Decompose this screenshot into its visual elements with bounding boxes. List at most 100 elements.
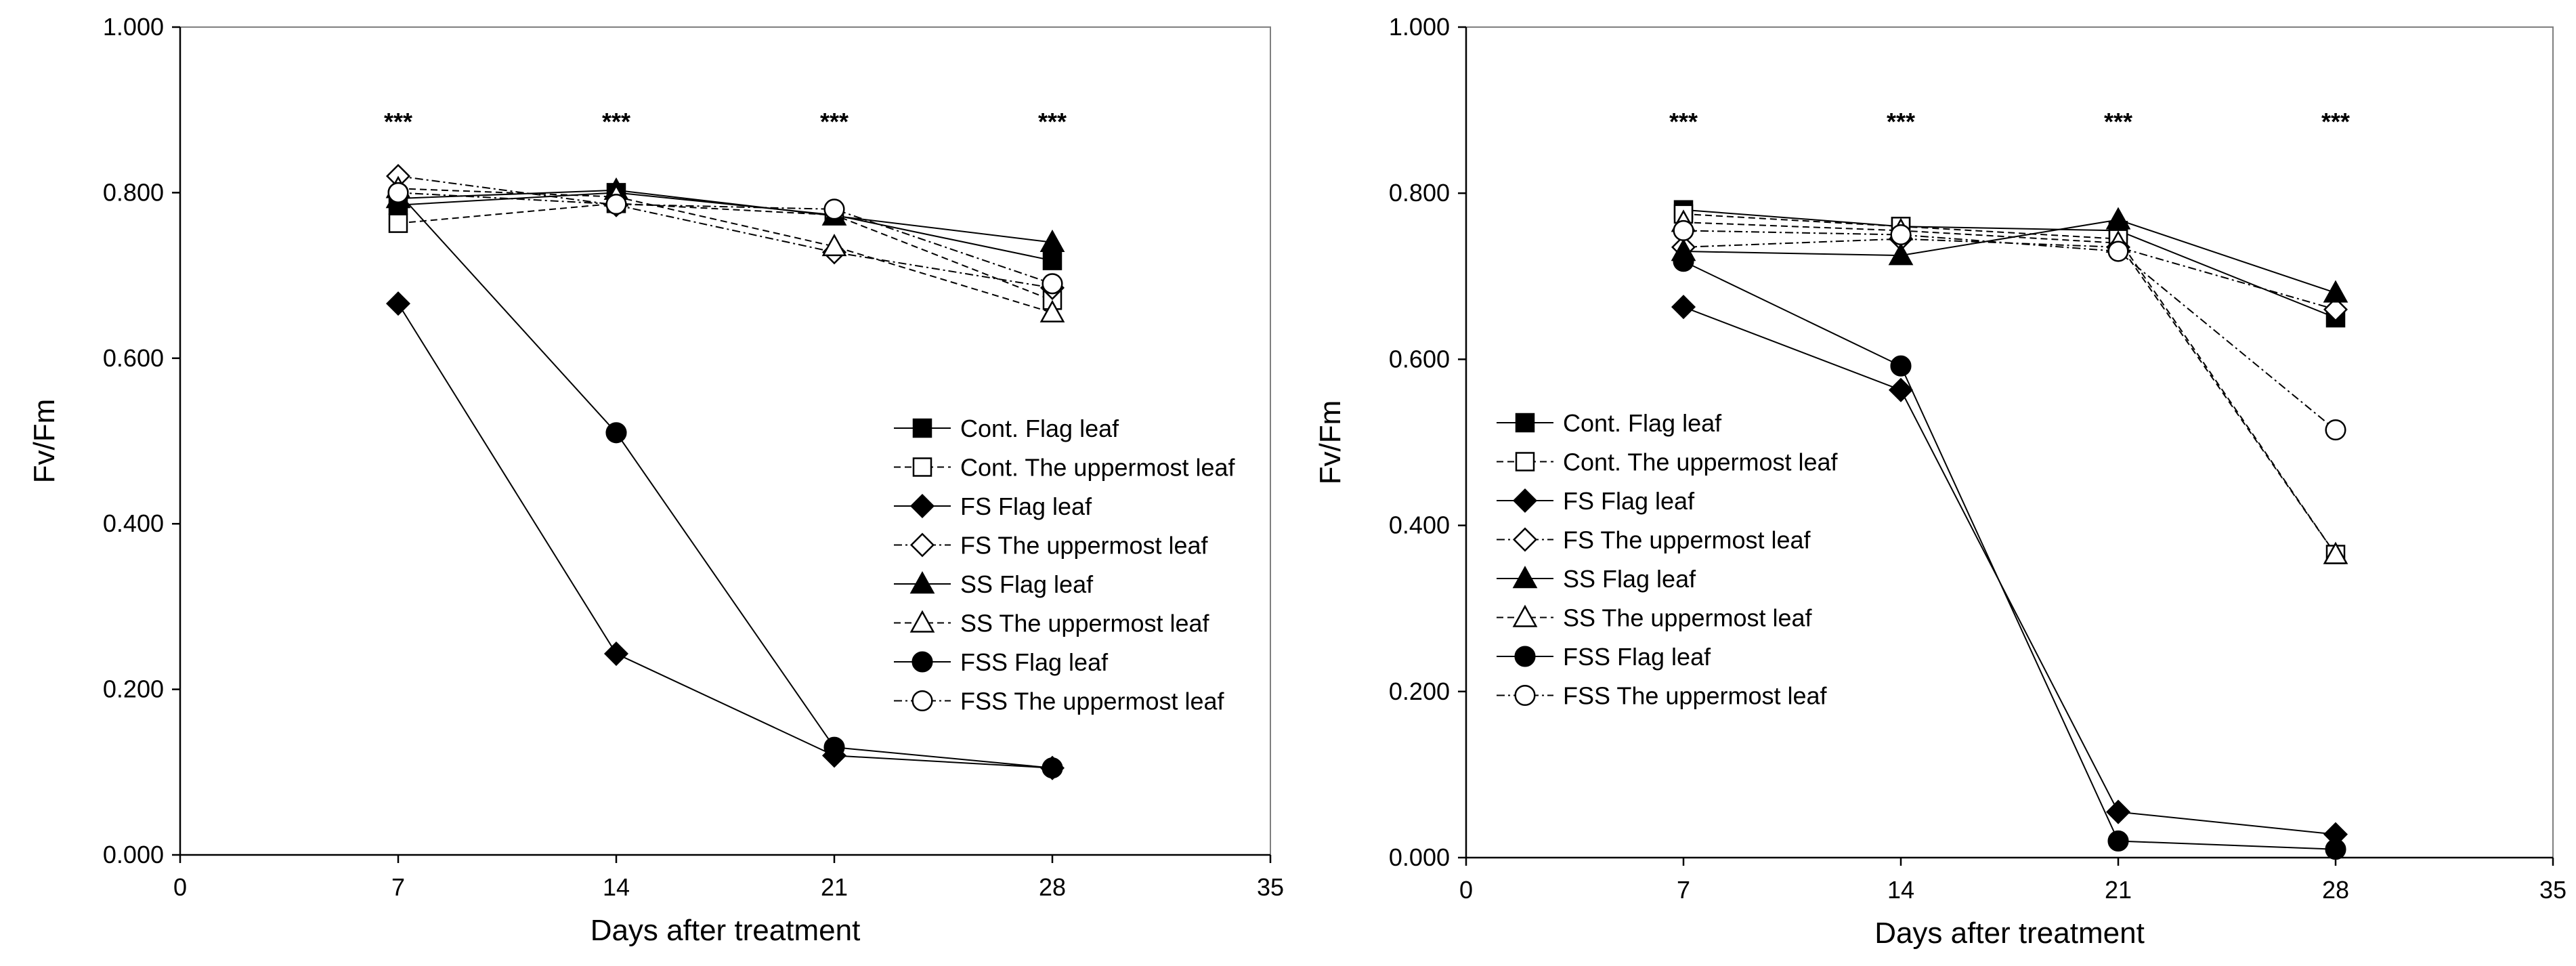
data-point [1039, 229, 1065, 252]
legend-marker [911, 690, 933, 712]
series-line [398, 175, 1053, 289]
x-tick-label: 0 [1459, 876, 1473, 904]
data-point [2105, 207, 2131, 230]
series-line [1683, 306, 2336, 835]
legend-entry: SS The uppermost leaf [1563, 604, 1813, 632]
legend-marker [1512, 488, 1538, 513]
data-point [2105, 799, 2131, 824]
data-point [605, 193, 627, 215]
x-axis-title: Days after treatment [591, 914, 861, 947]
data-point [1039, 299, 1065, 322]
series-line [1683, 238, 2336, 310]
significance-label: *** [1038, 108, 1067, 135]
series-line [1683, 209, 2336, 319]
data-point [1042, 757, 1063, 779]
legend-marker [1514, 684, 1536, 707]
y-tick-label: 0.800 [103, 178, 164, 206]
legend-entry: Cont. Flag leaf [960, 415, 1119, 442]
legend-entry: SS Flag leaf [960, 570, 1094, 598]
legend-marker [912, 457, 932, 477]
data-point [2325, 839, 2346, 860]
series-line [398, 203, 1053, 301]
data-point [1042, 251, 1062, 270]
x-tick-label: 0 [173, 873, 187, 901]
data-point [388, 213, 408, 233]
legend-entry: Cont. The uppermost leaf [1563, 448, 1839, 476]
right-chart: 0.000 0.200 0.400 0.600 0.800 1.000 0 7 14 21 28 35… [1314, 13, 2567, 950]
legend-entry: FS The uppermost leaf [1563, 526, 1811, 554]
series-line [1683, 219, 2336, 294]
series-line [1683, 230, 2336, 431]
data-point [603, 642, 629, 667]
series-line [398, 189, 1053, 243]
data-point [1890, 224, 1912, 246]
data-point [1042, 273, 1063, 295]
significance-label: *** [384, 108, 412, 135]
significance-label: *** [820, 108, 849, 135]
legend-marker [909, 532, 935, 558]
legend-marker [1515, 452, 1535, 471]
x-tick-label: 35 [2539, 876, 2567, 904]
x-axis-title: Days after treatment [1874, 917, 2145, 950]
legend-entry: FS Flag leaf [1563, 487, 1695, 515]
data-point [823, 198, 845, 220]
legend-marker [1512, 604, 1538, 627]
series-line [1683, 260, 2336, 850]
legend-marker [1514, 646, 1536, 667]
x-tick-label: 7 [391, 873, 405, 901]
legend-entry: Cont. Flag leaf [1563, 409, 1722, 437]
y-tick-label: 0.200 [103, 675, 164, 703]
x-tick-label: 21 [821, 873, 848, 901]
x-tick-label: 28 [2322, 876, 2349, 904]
significance-label: *** [1669, 108, 1698, 135]
data-point [1673, 219, 1694, 241]
legend-marker [909, 610, 935, 633]
x-tick-label: 21 [2105, 876, 2132, 904]
legend-marker [1512, 527, 1538, 552]
x-tick-label: 28 [1039, 873, 1066, 901]
significance-label: *** [602, 108, 630, 135]
y-tick-label: 0.600 [103, 344, 164, 372]
data-point [821, 234, 847, 257]
data-point [1890, 355, 1912, 377]
legend-marker [1512, 566, 1538, 589]
significance-label: *** [2104, 108, 2132, 135]
y-tick-label: 0.000 [1389, 843, 1450, 871]
legend-marker [912, 418, 932, 438]
data-point [2325, 419, 2346, 441]
series-line [398, 303, 1053, 769]
y-tick-label: 1.000 [1389, 13, 1450, 41]
legend-entry: FS The uppermost leaf [960, 532, 1209, 560]
legend-entry: SS Flag leaf [1563, 565, 1696, 593]
y-tick-label: 0.800 [1389, 179, 1450, 207]
data-point [2323, 280, 2348, 303]
y-tick-label: 1.000 [103, 13, 164, 41]
data-point [605, 422, 627, 444]
data-point [2323, 541, 2348, 564]
legend-entry: SS The uppermost leaf [960, 610, 1210, 637]
series-line [398, 192, 1053, 769]
x-tick-label: 14 [603, 873, 630, 901]
legend-marker [1515, 413, 1535, 433]
legend-entry: FS Flag leaf [960, 492, 1092, 520]
y-tick-label: 0.200 [1389, 677, 1450, 705]
series-line [1683, 213, 2336, 555]
x-tick-label: 14 [1887, 876, 1914, 904]
legend-marker [911, 651, 933, 673]
legend-entry: FSS The uppermost leaf [960, 688, 1225, 715]
legend-marker [909, 571, 935, 594]
plot-area-frame [1465, 26, 2554, 858]
legend-entry: FSS Flag leaf [1563, 643, 1711, 671]
significance-label: *** [2321, 108, 2350, 135]
series-line [1683, 222, 2336, 555]
data-point [1673, 251, 1694, 272]
series-line [398, 192, 1053, 285]
legend-entry: FSS Flag leaf [960, 648, 1109, 676]
data-point [385, 291, 411, 316]
data-point [1671, 295, 1696, 320]
data-point [823, 736, 845, 758]
data-point [2323, 297, 2348, 322]
y-tick-label: 0.600 [1389, 345, 1450, 373]
y-axis-title: Fv/Fm [28, 399, 61, 484]
